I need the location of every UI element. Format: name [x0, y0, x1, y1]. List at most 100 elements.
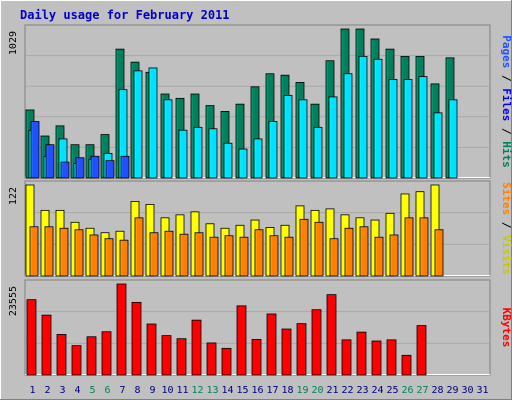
kbytes-bar-fill — [356, 331, 367, 376]
hits-panel-side-label: Pages / Files / Hits — [500, 35, 512, 168]
pages-bar — [45, 144, 55, 179]
hits-panel: 1029 Pages / Files / Hits — [8, 24, 512, 179]
x-tick-label: 29 — [446, 385, 458, 396]
visits-panel-side-label-part: / — [500, 215, 512, 235]
sites-bar-fill — [404, 217, 414, 277]
files-bar — [238, 148, 248, 179]
kbytes-panel: 23555 KBytes — [8, 279, 512, 376]
files-bar — [298, 99, 308, 179]
files-bar-fill — [223, 142, 233, 179]
x-tick-label: 13 — [206, 385, 218, 396]
files-bar — [148, 67, 158, 179]
files-bar-fill — [133, 70, 143, 179]
files-bar-fill — [208, 128, 218, 179]
x-tick-label: 23 — [356, 385, 368, 396]
kbytes-bar-fill — [386, 339, 397, 376]
visits-panel: 122 Sites / Visits — [8, 180, 512, 277]
files-bar — [388, 79, 398, 179]
sites-bar-fill — [179, 233, 189, 277]
hits-panel-side-label-part: / — [500, 68, 512, 88]
pages-bar — [75, 157, 85, 179]
chart-title: Daily usage for February 2011 — [20, 8, 230, 22]
sites-bar-fill — [164, 230, 174, 277]
pages-bar — [120, 155, 130, 179]
files-bar — [358, 55, 368, 179]
x-axis-tick-labels: 1 2 3 4 5 6 7 8 9 10 11 12 13 14 15 16 17 18 19 20 21 22 23 24 2… — [29, 385, 488, 396]
files-bar — [418, 76, 428, 179]
sites-bar — [179, 233, 189, 277]
pages-bar-fill — [75, 157, 85, 179]
x-tick-label: 25 — [386, 385, 398, 396]
files-bar-fill — [373, 58, 383, 179]
x-tick-label: 4 — [74, 385, 80, 396]
kbytes-bar — [266, 313, 277, 376]
sites-bar — [74, 229, 84, 277]
sites-bar-fill — [149, 232, 159, 277]
files-bar — [313, 126, 323, 179]
kbytes-bar-fill — [326, 294, 337, 376]
files-bar-fill — [253, 138, 263, 179]
kbytes-bar — [26, 299, 37, 376]
files-bar-fill — [163, 99, 173, 179]
sites-bar — [299, 218, 309, 277]
kbytes-bar-fill — [236, 305, 247, 376]
sites-bar-fill — [299, 218, 309, 277]
files-bar — [283, 95, 293, 179]
kbytes-bar — [161, 335, 172, 376]
kbytes-bar — [146, 323, 157, 376]
x-tick-label: 3 — [59, 385, 65, 396]
sites-bar — [149, 232, 159, 277]
pages-bar-fill — [60, 161, 70, 179]
kbytes-bar-fill — [86, 336, 97, 376]
x-tick-label: 11 — [176, 385, 188, 396]
kbytes-bar — [56, 334, 67, 376]
kbytes-bar — [296, 323, 307, 376]
sites-bar — [329, 238, 339, 277]
x-tick-label: 14 — [221, 385, 233, 396]
files-bar-fill — [388, 79, 398, 179]
sites-bar — [59, 227, 69, 277]
sites-bar — [314, 221, 324, 277]
kbytes-bar-fill — [281, 328, 292, 376]
sites-bar — [104, 238, 114, 277]
files-bar-fill — [358, 55, 368, 179]
kbytes-bar-fill — [56, 334, 67, 376]
pages-bar-fill — [120, 155, 130, 179]
kbytes-bar-fill — [416, 325, 427, 376]
files-bar-fill — [403, 79, 413, 179]
kbytes-bar — [206, 342, 217, 376]
pages-bar-fill — [30, 121, 40, 179]
sites-bar-fill — [239, 236, 249, 277]
kbytes-bar-fill — [311, 309, 322, 376]
x-tick-label: 31 — [476, 385, 488, 396]
sites-bar — [374, 236, 384, 277]
files-bar — [403, 79, 413, 179]
sites-bar-fill — [224, 235, 234, 277]
sites-bar-fill — [74, 229, 84, 277]
kbytes-bar — [281, 328, 292, 376]
files-bar-fill — [448, 99, 458, 179]
kbytes-bar — [356, 331, 367, 376]
kbytes-bar-fill — [176, 338, 187, 376]
files-bar-fill — [148, 67, 158, 179]
sites-bar — [404, 217, 414, 277]
files-bar-fill — [298, 99, 308, 179]
visits-panel-max-label: 122 — [8, 187, 19, 205]
x-tick-label: 2 — [44, 385, 50, 396]
files-bar-fill — [193, 126, 203, 179]
sites-bar — [134, 217, 144, 277]
kbytes-bar — [221, 347, 232, 376]
files-bar — [178, 129, 188, 179]
kbytes-bar-fill — [26, 299, 37, 376]
sites-bar-fill — [359, 226, 369, 277]
sites-bar — [209, 236, 219, 277]
kbytes-bar — [401, 354, 412, 376]
files-bar-fill — [283, 95, 293, 179]
kbytes-bar — [41, 314, 52, 376]
files-bar — [343, 73, 353, 179]
x-tick-label: 20 — [311, 385, 323, 396]
kbytes-bar — [326, 294, 337, 376]
files-bar-fill — [328, 96, 338, 179]
x-tick-label: 16 — [251, 385, 263, 396]
files-bar-fill — [178, 129, 188, 179]
